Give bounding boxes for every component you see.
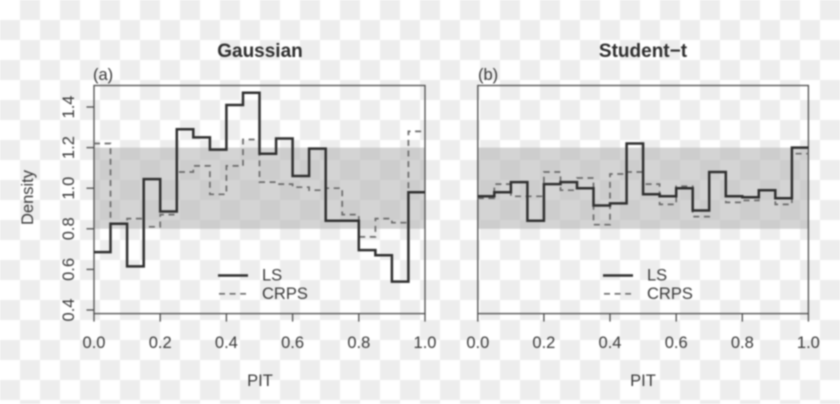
svg-text:0.6: 0.6 — [60, 258, 78, 281]
svg-text:1.4: 1.4 — [60, 96, 78, 119]
svg-text:0.2: 0.2 — [149, 334, 172, 352]
svg-text:0.6: 0.6 — [281, 334, 304, 352]
svg-text:Density: Density — [19, 169, 37, 225]
svg-text:PIT: PIT — [247, 372, 273, 390]
svg-text:Student−t: Student−t — [599, 41, 688, 62]
svg-text:0.2: 0.2 — [532, 334, 555, 352]
svg-text:0.8: 0.8 — [347, 334, 370, 352]
svg-text:(a): (a) — [93, 66, 113, 84]
svg-text:LS: LS — [647, 267, 667, 285]
svg-text:1.0: 1.0 — [797, 334, 820, 352]
svg-text:0.8: 0.8 — [60, 217, 78, 240]
svg-text:1.0: 1.0 — [60, 177, 78, 200]
svg-text:1.2: 1.2 — [60, 136, 78, 159]
svg-text:0.0: 0.0 — [466, 334, 489, 352]
svg-text:0.0: 0.0 — [83, 334, 106, 352]
svg-text:0.4: 0.4 — [215, 334, 238, 352]
svg-text:0.4: 0.4 — [599, 334, 622, 352]
svg-text:CRPS: CRPS — [647, 285, 693, 303]
svg-text:1.0: 1.0 — [414, 334, 437, 352]
svg-text:0.4: 0.4 — [60, 299, 78, 322]
svg-text:CRPS: CRPS — [262, 285, 308, 303]
svg-text:LS: LS — [262, 267, 282, 285]
svg-text:0.6: 0.6 — [665, 334, 688, 352]
svg-text:PIT: PIT — [630, 372, 656, 390]
svg-text:(b): (b) — [478, 66, 498, 84]
svg-text:Gaussian: Gaussian — [217, 41, 303, 62]
svg-text:0.8: 0.8 — [731, 334, 754, 352]
